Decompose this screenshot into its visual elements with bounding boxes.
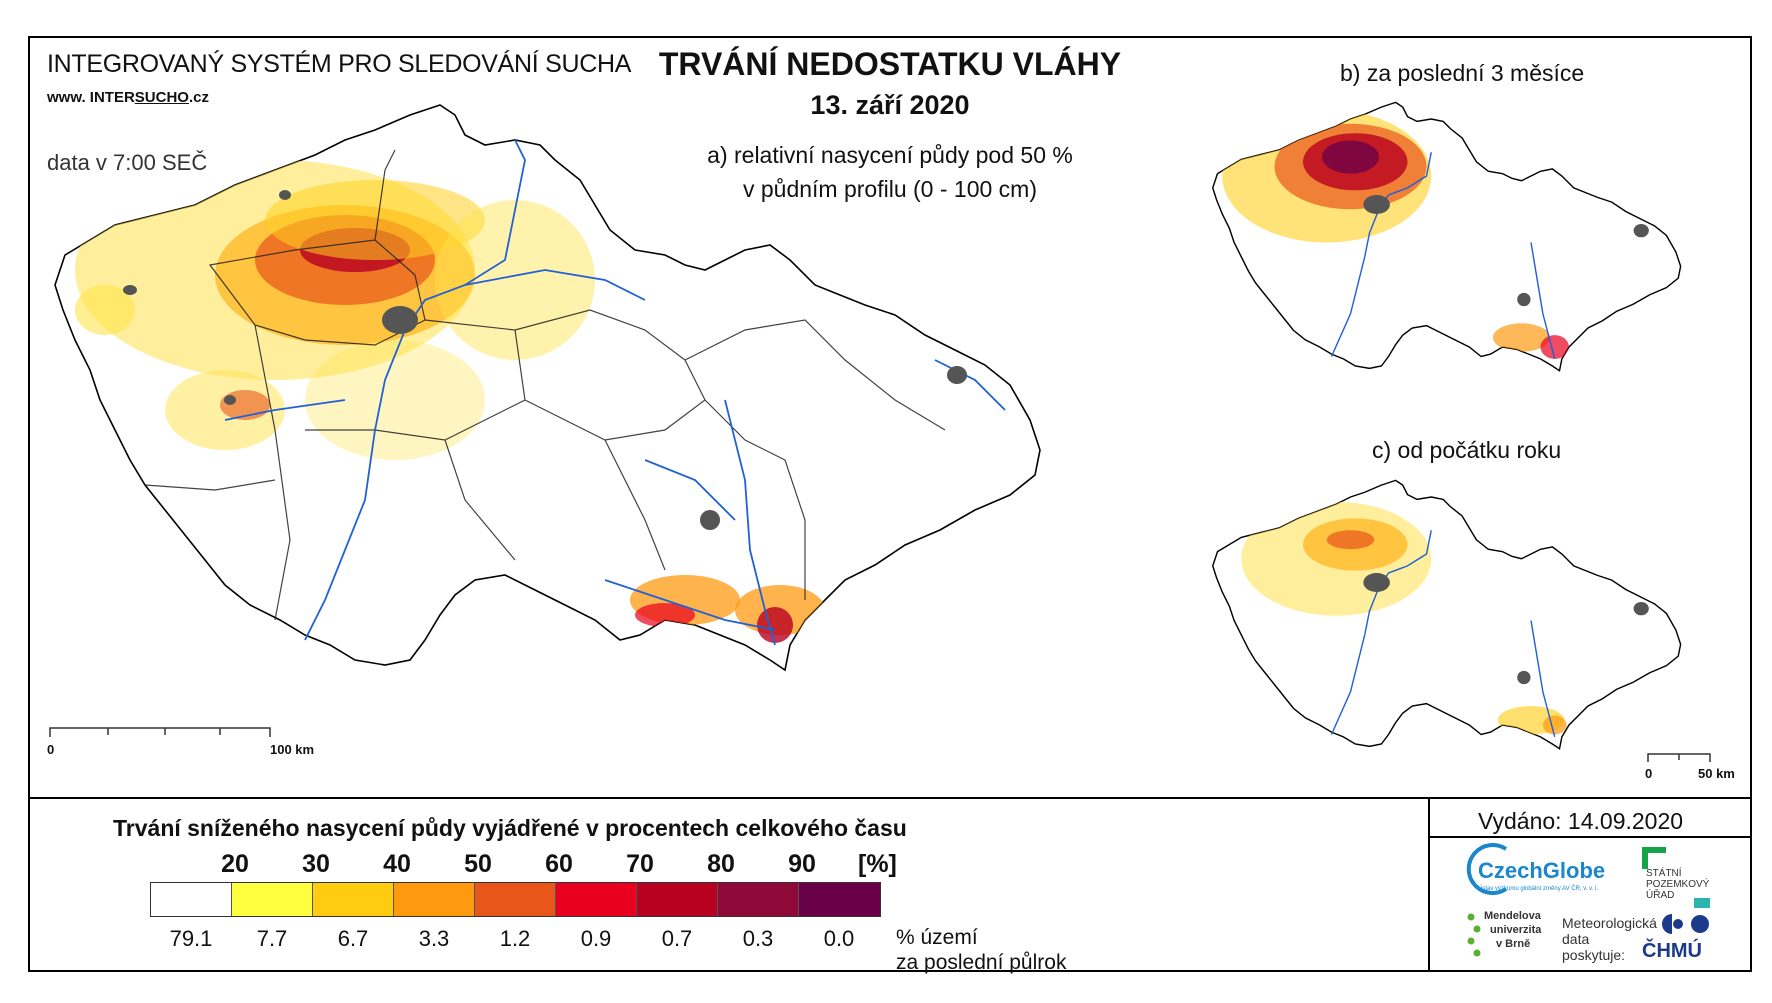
legend-swatch <box>556 883 637 916</box>
percent-value: 6.7 <box>337 926 369 951</box>
legend-unit: [%] <box>858 850 897 878</box>
percent-label-line2: za poslední půlrok <box>896 951 1067 974</box>
scale-bar-main <box>49 727 271 737</box>
percent-value: 0.0 <box>823 926 855 951</box>
czechglobe-name: CzechGlobe <box>1478 858 1606 883</box>
spu-line3: ÚŘAD <box>1646 890 1675 901</box>
czechglobe-subtitle: Ústav výzkumu globální změny AV ČR, v. v… <box>1478 886 1599 892</box>
data-time: data v 7:00 SEČ <box>47 150 208 175</box>
threshold-label: 30 <box>302 850 330 878</box>
legend-swatch <box>313 883 394 916</box>
spu-name: STÁTNÍ POZEMKOVÝ ÚŘAD <box>1646 868 1709 901</box>
main-map <box>54 104 1041 671</box>
meteo-line2: data <box>1562 931 1590 947</box>
country-outline-c <box>1212 479 1682 750</box>
mendel-name: Mendelova univerzita v Brně <box>1484 909 1541 951</box>
main-date: 13. září 2020 <box>810 90 970 120</box>
chmu-logo-icon <box>1662 914 1709 934</box>
website-prefix: www. INTER <box>47 89 135 106</box>
meteo-line1: Meteorologická <box>1562 915 1657 931</box>
legend-title: Trvání sníženého nasycení půdy vyjádřené… <box>113 815 907 841</box>
mendel-line1: Mendelova <box>1484 910 1541 922</box>
spu-line1: STÁTNÍ <box>1646 868 1682 879</box>
website-suffix: .cz <box>188 89 209 106</box>
main-title: TRVÁNÍ NEDOSTATKU VLÁHY <box>658 46 1122 82</box>
meteo-data-label: Meteorologická data poskytuje: <box>1562 915 1657 963</box>
panel-c-caption: c) od počátku roku <box>1372 437 1562 463</box>
czechglobe-logo-icon <box>1466 843 1508 895</box>
scale-small-label: 50 km <box>1698 766 1735 781</box>
threshold-label: 40 <box>383 850 411 878</box>
percent-label: % území za poslední půlrok <box>896 925 1066 975</box>
threshold-label: 80 <box>707 850 735 878</box>
map-b <box>1212 101 1682 372</box>
percent-label-line1: % území <box>896 926 978 949</box>
mendel-logo-icon <box>1467 913 1481 957</box>
cities-b <box>1363 195 1649 307</box>
website-link[interactable]: www. INTERSUCHO.cz <box>47 89 209 106</box>
issued-divider <box>1428 836 1752 838</box>
spu-line2: POZEMKOVÝ <box>1646 879 1710 890</box>
percent-value: 3.3 <box>418 926 450 951</box>
panel-b-caption: b) za poslední 3 měsíce <box>1340 60 1585 86</box>
scale-main-label: 100 km <box>270 742 315 757</box>
system-title: INTEGROVANÝ SYSTÉM PRO SLEDOVÁNÍ SUCHA <box>47 50 632 78</box>
rivers-main <box>224 139 1006 646</box>
threshold-label: 70 <box>626 850 654 878</box>
cities-main <box>123 190 967 530</box>
mendel-line3: v Brně <box>1496 938 1531 950</box>
map-c <box>1212 479 1682 750</box>
legend-color-bar <box>150 882 881 917</box>
legend-divider <box>28 797 1752 799</box>
country-outline-b <box>1212 101 1682 372</box>
threshold-label: 60 <box>545 850 573 878</box>
percent-value: 0.7 <box>661 926 693 951</box>
legend-swatch <box>637 883 718 916</box>
issued-date: Vydáno: 14.09.2020 <box>1478 808 1684 834</box>
rivers-b <box>1330 152 1556 360</box>
scale-small-zero: 0 <box>1645 766 1653 781</box>
scale-main-zero: 0 <box>47 742 55 757</box>
legend-swatch <box>799 883 880 916</box>
spu-accent <box>1694 898 1710 908</box>
mendel-line2: univerzita <box>1490 924 1542 936</box>
panel-a-line2: v půdním profilu (0 - 100 cm) <box>742 176 1037 202</box>
legend-swatch <box>151 883 232 916</box>
website-underlined: SUCHO <box>134 89 189 106</box>
spu-logo-icon <box>1642 847 1666 869</box>
map-frame <box>28 36 1752 972</box>
percent-value: 0.3 <box>742 926 774 951</box>
scale-bar-small <box>1647 753 1711 762</box>
threshold-label: 50 <box>464 850 492 878</box>
meteo-line3: poskytuje: <box>1562 947 1626 963</box>
legend-swatch <box>232 883 313 916</box>
percent-value: 79.1 <box>169 926 213 951</box>
percent-value: 0.9 <box>580 926 612 951</box>
threshold-label: 20 <box>221 850 249 878</box>
drought-areas-main <box>75 160 825 643</box>
panel-a-line1: a) relativní nasycení půdy pod 50 % <box>707 142 1073 168</box>
percent-value: 7.7 <box>256 926 288 951</box>
panel-a-caption: a) relativní nasycení půdy pod 50 % v půd… <box>620 138 1160 206</box>
chmu-name: ČHMÚ <box>1642 940 1702 962</box>
footer-divider <box>1428 797 1430 972</box>
legend-swatch <box>394 883 475 916</box>
cities-c <box>1363 573 1649 685</box>
threshold-label: 90 <box>788 850 816 878</box>
rivers-c <box>1330 530 1556 738</box>
percent-value: 1.2 <box>499 926 531 951</box>
legend-swatch <box>718 883 799 916</box>
legend-swatch <box>475 883 556 916</box>
